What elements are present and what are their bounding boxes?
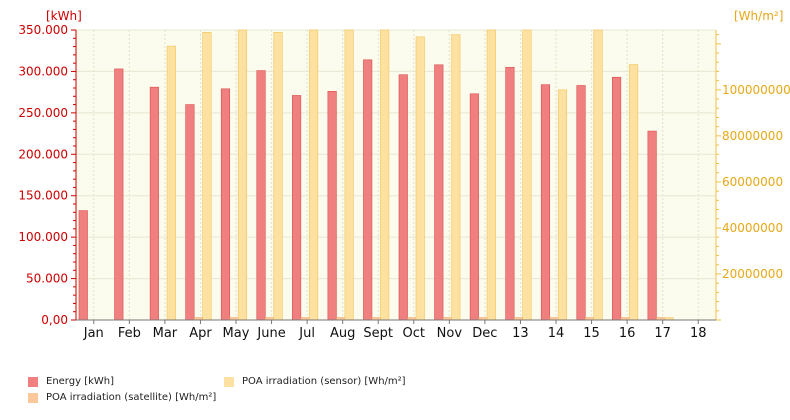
x-tick-label: 17: [654, 326, 671, 341]
left-tick-label: 350.000: [18, 23, 68, 37]
legend: Energy [kWh] POA irradiation (satellite)…: [28, 374, 788, 414]
energy-bar[interactable]: [220, 88, 231, 321]
x-tick-label: Aug: [330, 326, 355, 341]
legend-item-poa-satellite[interactable]: POA irradiation (satellite) [Wh/m²]: [28, 392, 216, 403]
energy-bar[interactable]: [612, 76, 622, 321]
poa-sensor-bar[interactable]: [415, 36, 425, 321]
x-tick-label: Nov: [437, 326, 463, 341]
poa-sensor-bar[interactable]: [486, 29, 496, 321]
left-tick-label: 250.000: [18, 106, 68, 120]
legend-swatch-energy: [28, 376, 38, 387]
energy-bar[interactable]: [256, 70, 266, 321]
legend-label-poa-sensor: POA irradiation (sensor) [Wh/m²]: [242, 376, 406, 387]
legend-label-poa-satellite: POA irradiation (satellite) [Wh/m²]: [46, 392, 217, 403]
x-tick-label: Feb: [118, 326, 141, 341]
energy-bar[interactable]: [292, 95, 302, 321]
energy-bar[interactable]: [363, 59, 373, 321]
left-tick-label: 300.000: [18, 64, 68, 78]
left-tick-label: 100.000: [18, 230, 68, 244]
chart-canvas: 0,00 50.000 100.000 150.000 200.000 250.000 30…: [18, 9, 790, 341]
left-tick-label: 150.000: [18, 189, 68, 203]
x-tick-label: Mar: [153, 326, 178, 341]
right-tick-label: 20000000: [722, 267, 783, 281]
energy-bar[interactable]: [647, 130, 657, 321]
x-tick-label: May: [223, 326, 250, 341]
right-tick-label: 40000000: [722, 221, 783, 235]
legend-swatch-poa-satellite: [28, 392, 38, 403]
x-tick-label: 18: [690, 326, 707, 341]
energy-bar[interactable]: [114, 68, 124, 321]
x-tick-label: Sept: [363, 326, 393, 341]
legend-label-energy: Energy [kWh]: [46, 376, 115, 387]
right-tick-label: 60000000: [722, 175, 783, 189]
x-tick-label: 13: [512, 326, 529, 341]
x-tick-label: Apr: [189, 326, 212, 341]
poa-sensor-bar[interactable]: [273, 32, 283, 321]
x-tick-label: 14: [548, 326, 565, 341]
energy-bar[interactable]: [327, 91, 337, 321]
x-tick-label: Jan: [83, 326, 104, 341]
plot-area: [76, 30, 716, 320]
x-tick-label: 15: [583, 326, 600, 341]
legend-item-energy[interactable]: Energy [kWh]: [28, 376, 114, 387]
energy-bar[interactable]: [540, 84, 551, 321]
legend-swatch-poa-sensor: [224, 376, 234, 387]
left-tick-label: 50.000: [26, 272, 68, 286]
x-tick-label: Oct: [403, 326, 425, 341]
x-tick-label: Dec: [472, 326, 497, 341]
poa-sensor-bar[interactable]: [380, 29, 390, 321]
axis-layer: 0,00 50.000 100.000 150.000 200.000 250.000 30…: [18, 23, 790, 341]
poa-sensor-bar[interactable]: [557, 89, 568, 321]
poa-sensor-bar[interactable]: [166, 45, 176, 321]
poa-sensor-bar[interactable]: [522, 29, 532, 321]
right-axis-unit-label: [Wh/m²]: [734, 9, 783, 23]
energy-bar[interactable]: [469, 93, 479, 321]
poa-sensor-bar[interactable]: [593, 29, 603, 321]
energy-bar[interactable]: [505, 66, 515, 321]
poa-sensor-bar[interactable]: [629, 64, 639, 321]
legend-item-poa-sensor[interactable]: POA irradiation (sensor) [Wh/m²]: [224, 376, 406, 387]
x-tick-label: 16: [619, 326, 636, 341]
poa-sensor-bar[interactable]: [344, 29, 354, 321]
x-tick-label: Jul: [298, 326, 315, 341]
energy-bar[interactable]: [78, 210, 88, 321]
poa-sensor-bar[interactable]: [309, 29, 319, 321]
energy-bar[interactable]: [576, 85, 586, 321]
energy-bar[interactable]: [398, 74, 408, 321]
poa-sensor-bar[interactable]: [451, 34, 461, 321]
bars-layer: [78, 29, 674, 321]
x-tick-label: June: [256, 326, 285, 341]
energy-bar[interactable]: [149, 86, 159, 321]
energy-bar[interactable]: [434, 64, 444, 321]
energy-bar[interactable]: [185, 104, 195, 321]
poa-sensor-bar[interactable]: [202, 32, 212, 321]
right-tick-label: 80000000: [722, 129, 783, 143]
left-tick-label: 0,00: [41, 313, 68, 327]
poa-sensor-bar[interactable]: [237, 29, 248, 321]
left-axis-unit-label: [kWh]: [46, 9, 82, 23]
left-tick-label: 200.000: [18, 147, 68, 161]
right-tick-label: 100000000: [722, 83, 790, 97]
